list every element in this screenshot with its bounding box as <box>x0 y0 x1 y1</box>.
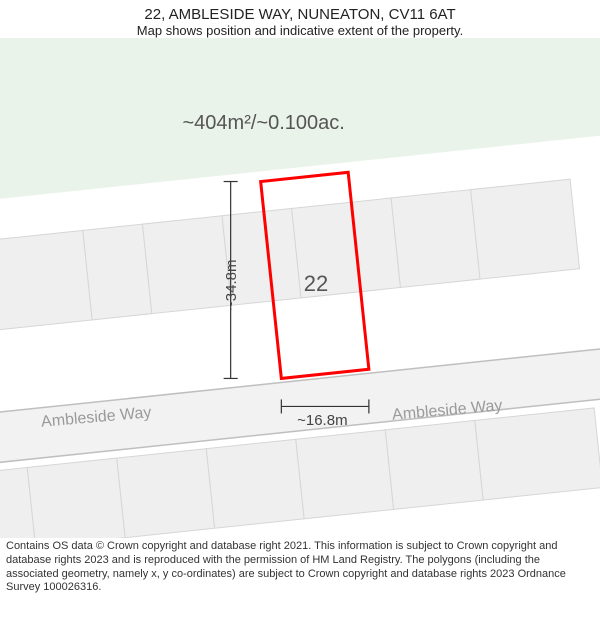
map-container: ~404m²/~0.100ac. ~34.8m ~16.8m 22 Ambles… <box>0 38 600 538</box>
vertical-dimension-label: ~34.8m <box>223 260 240 310</box>
subtitle-line: Map shows position and indicative extent… <box>0 23 600 38</box>
area-label: ~404m²/~0.100ac. <box>183 112 345 135</box>
horizontal-dimension-label: ~16.8m <box>297 412 347 429</box>
footer-copyright: Contains OS data © Crown copyright and d… <box>0 538 600 595</box>
header: 22, AMBLESIDE WAY, NUNEATON, CV11 6AT Ma… <box>0 0 600 38</box>
plot-number: 22 <box>304 271 328 297</box>
address-line: 22, AMBLESIDE WAY, NUNEATON, CV11 6AT <box>0 6 600 23</box>
